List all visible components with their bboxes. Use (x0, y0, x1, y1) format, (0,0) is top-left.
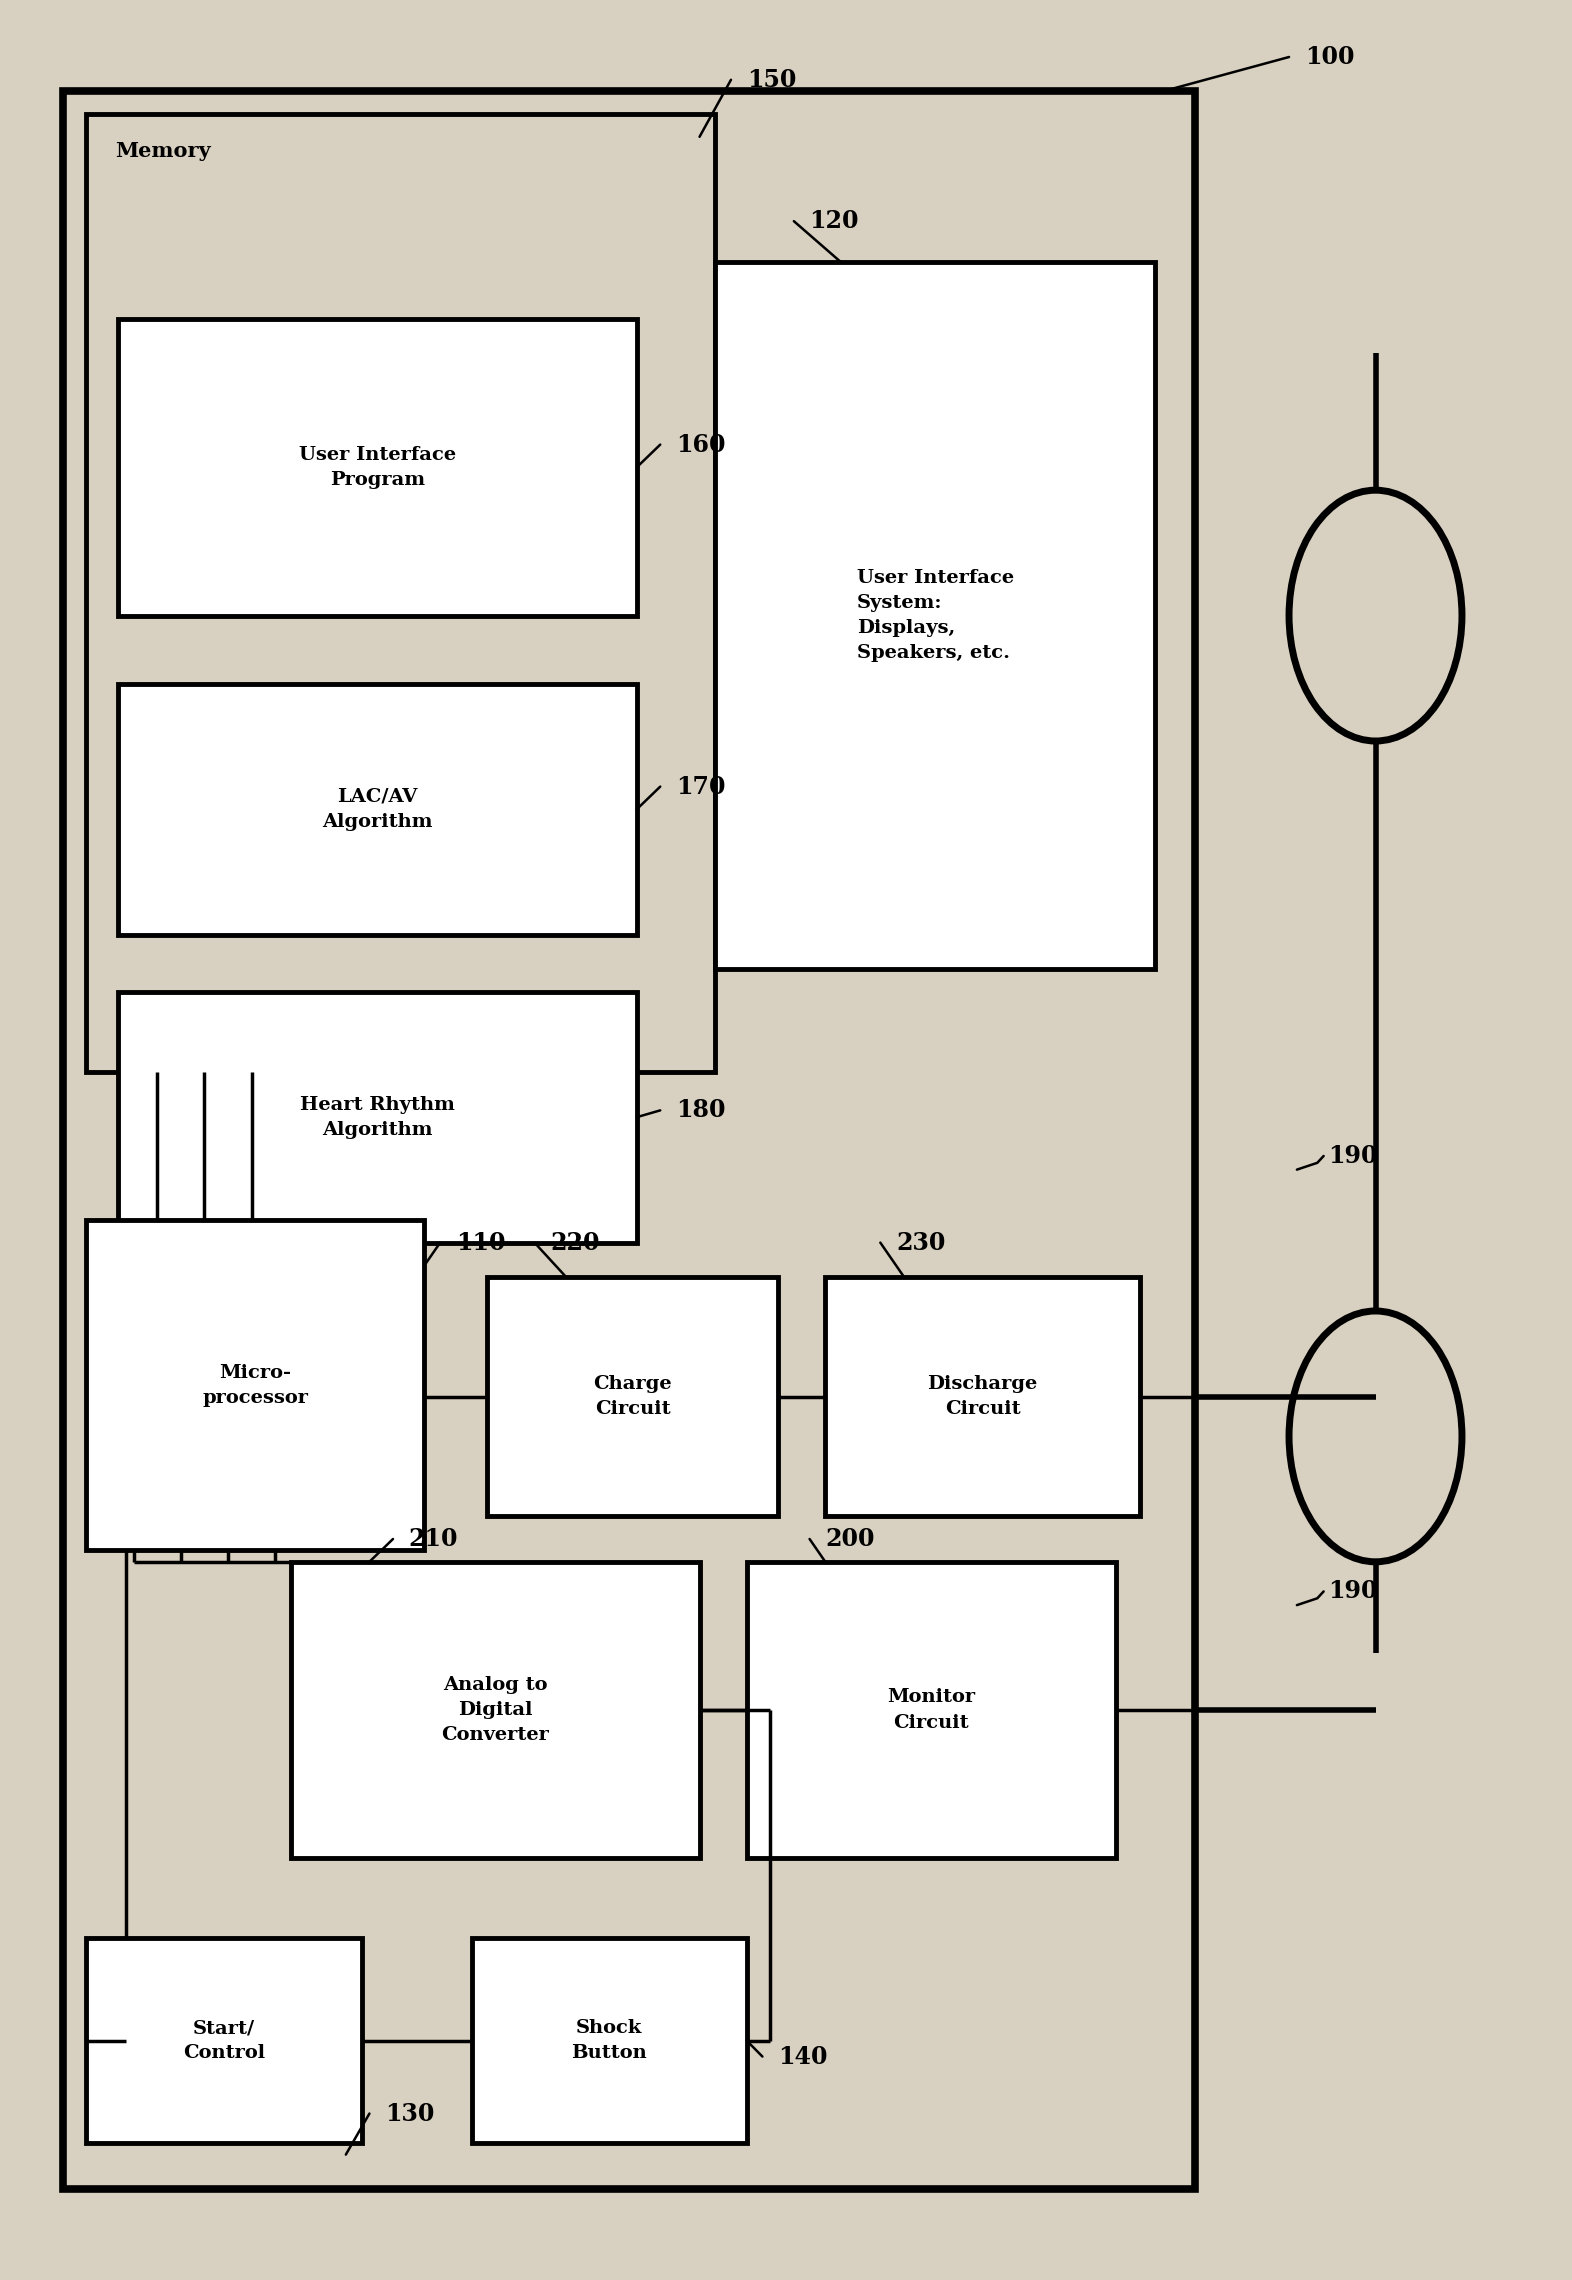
Bar (747, 1562, 1116, 1858)
Text: Charge
Circuit: Charge Circuit (593, 1375, 673, 1418)
Text: Discharge
Circuit: Discharge Circuit (927, 1375, 1038, 1418)
Bar (63, 91, 1195, 2189)
Bar (118, 319, 637, 616)
Text: User Interface
System:
Displays,
Speakers, etc.: User Interface System: Displays, Speaker… (857, 570, 1014, 661)
Text: 140: 140 (778, 2045, 827, 2068)
Text: 190: 190 (1328, 1145, 1377, 1167)
Text: 120: 120 (810, 210, 858, 233)
Text: 150: 150 (747, 68, 795, 91)
Bar (825, 1277, 1140, 1516)
Text: Monitor
Circuit: Monitor Circuit (887, 1689, 976, 1731)
Text: 210: 210 (409, 1528, 457, 1550)
Text: 220: 220 (550, 1231, 599, 1254)
Bar (487, 1277, 778, 1516)
Text: 130: 130 (385, 2102, 434, 2125)
Text: LAC/AV
Algorithm: LAC/AV Algorithm (322, 789, 432, 830)
Text: 190: 190 (1328, 1580, 1377, 1603)
Bar (86, 1220, 424, 1550)
Text: Memory: Memory (115, 141, 211, 162)
Bar (291, 1562, 700, 1858)
Bar (715, 262, 1155, 969)
Text: 230: 230 (896, 1231, 945, 1254)
Text: 200: 200 (825, 1528, 874, 1550)
Bar (472, 1938, 747, 2143)
Text: 110: 110 (456, 1231, 505, 1254)
Bar (86, 114, 715, 1072)
Text: Start/
Control: Start/ Control (182, 2020, 266, 2061)
Bar (118, 992, 637, 1243)
Text: 170: 170 (676, 775, 725, 798)
Text: Micro-
processor: Micro- processor (203, 1363, 308, 1407)
Text: 160: 160 (676, 433, 725, 456)
Text: Heart Rhythm
Algorithm: Heart Rhythm Algorithm (300, 1097, 454, 1138)
Text: Analog to
Digital
Converter: Analog to Digital Converter (442, 1676, 549, 1744)
Text: 180: 180 (676, 1099, 725, 1122)
Text: User Interface
Program: User Interface Program (299, 447, 456, 488)
Bar (86, 1938, 362, 2143)
Text: Shock
Button: Shock Button (571, 2020, 648, 2061)
Bar (118, 684, 637, 935)
Text: 100: 100 (1305, 46, 1353, 68)
